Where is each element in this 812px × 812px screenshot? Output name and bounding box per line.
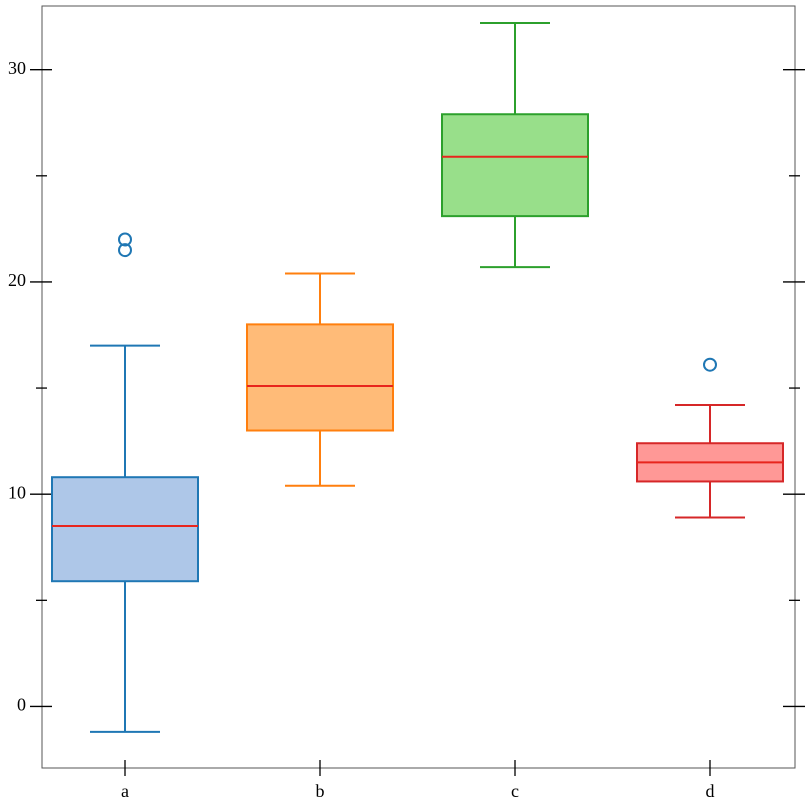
box [441,113,589,218]
outlier [703,357,717,372]
box [51,476,199,583]
outlier [118,232,132,247]
outlier [118,243,132,258]
y-tick-label: 10 [8,482,26,502]
x-tick-label: b [316,781,325,801]
y-tick-label: 0 [17,695,26,715]
x-tick-label: c [511,781,519,801]
box [246,323,394,432]
x-tick-label: a [121,781,129,801]
x-tick-label: d [706,781,715,801]
y-tick-label: 20 [8,270,26,290]
plot-frame [41,5,796,769]
y-tick-label: 30 [8,58,26,78]
